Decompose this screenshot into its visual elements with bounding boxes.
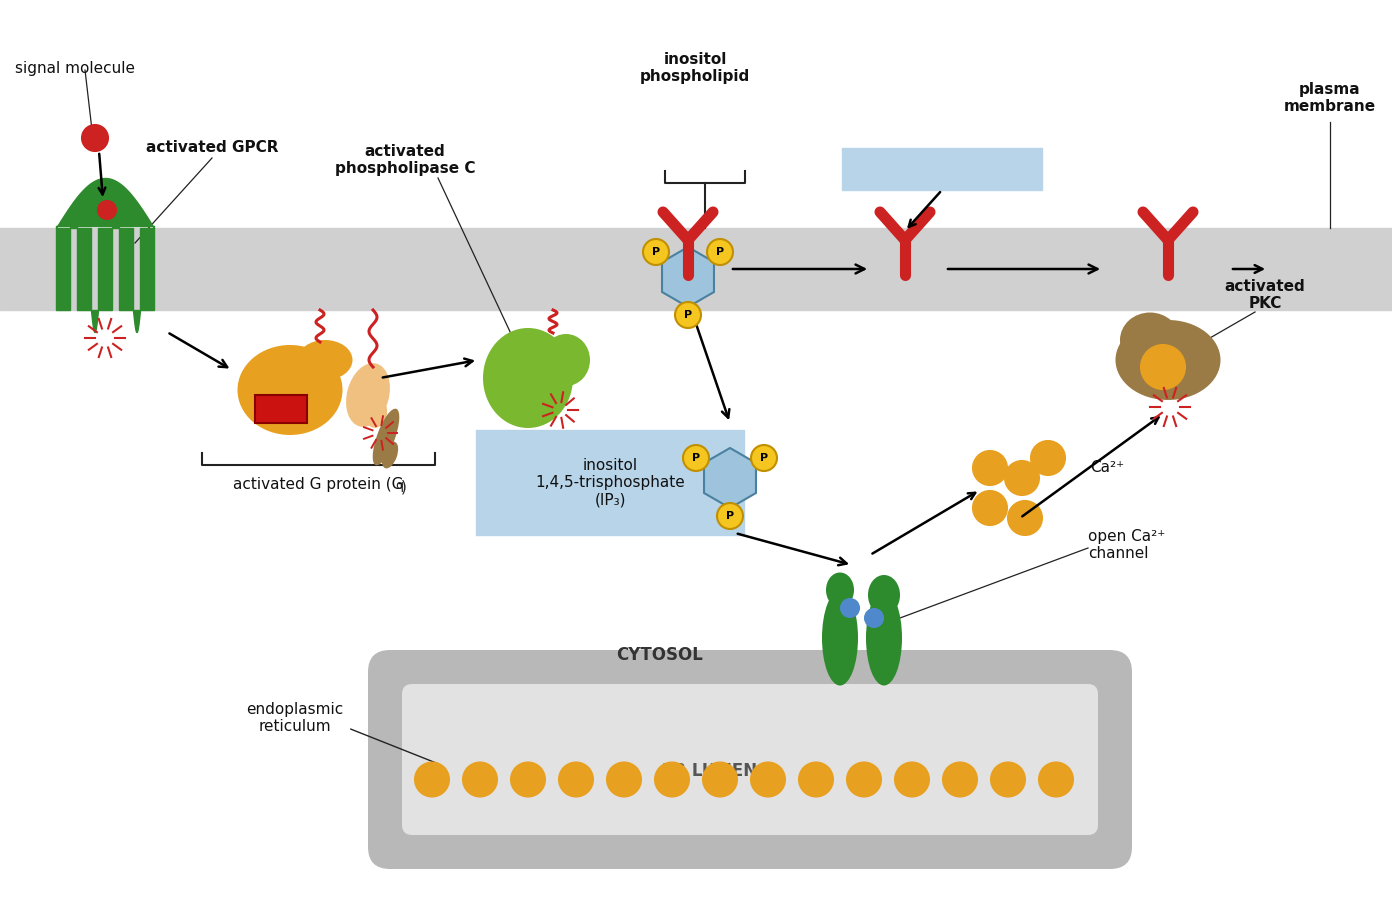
Text: ER LUMEN: ER LUMEN: [663, 763, 757, 781]
Text: GTP: GTP: [267, 402, 295, 416]
Text: open Ca²⁺
channel: open Ca²⁺ channel: [1089, 529, 1165, 561]
Circle shape: [560, 763, 593, 796]
Circle shape: [703, 763, 736, 796]
Text: signal molecule: signal molecule: [15, 60, 135, 76]
Circle shape: [752, 445, 777, 471]
Ellipse shape: [381, 441, 398, 469]
Circle shape: [895, 763, 928, 796]
Bar: [56, 228, 70, 310]
Bar: [255, 395, 308, 423]
Circle shape: [656, 763, 689, 796]
Circle shape: [415, 763, 450, 796]
Text: activated GPCR: activated GPCR: [146, 140, 278, 156]
Text: P: P: [683, 310, 692, 320]
Circle shape: [464, 763, 497, 796]
Text: inositol
phospholipid: inositol phospholipid: [640, 52, 750, 85]
Bar: [97, 228, 111, 310]
Text: P: P: [760, 453, 768, 463]
Ellipse shape: [541, 334, 590, 386]
Circle shape: [752, 763, 785, 796]
Circle shape: [82, 125, 109, 151]
Circle shape: [707, 239, 734, 265]
Text: activated
PKC: activated PKC: [1225, 278, 1306, 311]
Ellipse shape: [869, 575, 901, 615]
Polygon shape: [663, 247, 714, 307]
Circle shape: [683, 445, 709, 471]
Ellipse shape: [1115, 320, 1221, 400]
Bar: [842, 148, 1043, 190]
Text: ): ): [401, 480, 406, 494]
Circle shape: [1031, 441, 1065, 475]
Text: inositol
1,4,5-trisphosphate
(IP₃): inositol 1,4,5-trisphosphate (IP₃): [535, 458, 685, 508]
Circle shape: [991, 763, 1025, 796]
Text: activated G protein (G: activated G protein (G: [234, 478, 404, 492]
Bar: [476, 430, 743, 535]
Ellipse shape: [823, 591, 857, 685]
Bar: [0, 228, 1392, 310]
Bar: [77, 228, 90, 310]
Ellipse shape: [825, 572, 855, 608]
Text: plasma
membrane: plasma membrane: [1283, 82, 1377, 114]
Circle shape: [799, 763, 832, 796]
Text: P: P: [727, 511, 734, 521]
Circle shape: [1005, 461, 1038, 495]
Text: P: P: [715, 247, 724, 257]
Circle shape: [1038, 763, 1073, 796]
Text: CYTOSOL: CYTOSOL: [617, 646, 703, 664]
Text: P: P: [651, 247, 660, 257]
Text: Ca²⁺: Ca²⁺: [1090, 460, 1125, 476]
Text: q: q: [395, 479, 404, 491]
Circle shape: [942, 763, 977, 796]
Circle shape: [607, 763, 640, 796]
Ellipse shape: [1121, 312, 1180, 368]
Circle shape: [973, 451, 1006, 485]
Circle shape: [973, 491, 1006, 525]
Circle shape: [1141, 345, 1185, 389]
Ellipse shape: [365, 398, 387, 428]
Circle shape: [97, 201, 116, 219]
Bar: [118, 228, 134, 310]
Bar: [141, 228, 155, 310]
Circle shape: [717, 503, 743, 529]
Polygon shape: [704, 448, 756, 508]
Circle shape: [841, 599, 859, 617]
Ellipse shape: [298, 340, 352, 380]
Ellipse shape: [483, 328, 574, 428]
Ellipse shape: [866, 591, 902, 685]
FancyBboxPatch shape: [367, 650, 1132, 869]
Ellipse shape: [347, 363, 390, 427]
Text: diacylglycerol: diacylglycerol: [883, 161, 1001, 177]
Ellipse shape: [373, 409, 400, 465]
Circle shape: [675, 302, 702, 328]
Circle shape: [643, 239, 670, 265]
Circle shape: [511, 763, 546, 796]
Ellipse shape: [238, 345, 342, 435]
FancyBboxPatch shape: [402, 684, 1098, 835]
Circle shape: [846, 763, 881, 796]
Text: endoplasmic
reticulum: endoplasmic reticulum: [246, 702, 344, 734]
Circle shape: [864, 609, 883, 627]
Circle shape: [1008, 501, 1043, 535]
Text: P: P: [692, 453, 700, 463]
Text: activated
phospholipase C: activated phospholipase C: [334, 144, 475, 177]
